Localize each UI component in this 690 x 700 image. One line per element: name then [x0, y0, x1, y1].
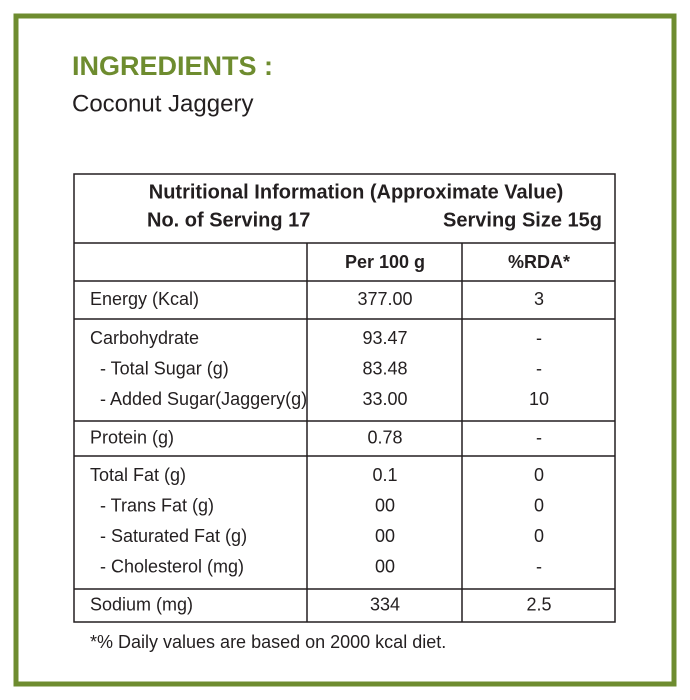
per-100g: 0.1: [372, 465, 397, 485]
row-label: - Total Sugar (g): [100, 358, 229, 378]
per-100g: 377.00: [357, 289, 412, 309]
rda: -: [536, 556, 542, 576]
column-header: Per 100 g: [345, 252, 425, 272]
rda: 0: [534, 526, 544, 546]
row-label: Energy (Kcal): [90, 289, 199, 309]
serving-size: Serving Size 15g: [443, 209, 602, 231]
row-label: - Added Sugar(Jaggery(g): [100, 389, 307, 409]
row-label: - Cholesterol (mg): [100, 556, 244, 576]
row-label: Total Fat (g): [90, 465, 186, 485]
rda: 0: [534, 465, 544, 485]
per-100g: 334: [370, 594, 400, 614]
rda: -: [536, 427, 542, 447]
rda: 2.5: [526, 594, 551, 614]
per-100g: 00: [375, 495, 395, 515]
rda: -: [536, 328, 542, 348]
rda: 10: [529, 389, 549, 409]
row-label: Protein (g): [90, 427, 174, 447]
row-label: Carbohydrate: [90, 328, 199, 348]
row-label: - Trans Fat (g): [100, 495, 214, 515]
per-100g: 00: [375, 526, 395, 546]
per-100g: 93.47: [362, 328, 407, 348]
serving-count: No. of Serving 17: [147, 209, 310, 231]
table-title: Nutritional Information (Approximate Val…: [149, 181, 563, 203]
row-label: Sodium (mg): [90, 594, 193, 614]
ingredients-text: Coconut Jaggery: [72, 90, 253, 117]
table-border: [73, 173, 616, 623]
per-100g: 33.00: [362, 389, 407, 409]
frame: [13, 13, 677, 687]
per-100g: 0.78: [367, 427, 402, 447]
footnote: *% Daily values are based on 2000 kcal d…: [90, 632, 446, 652]
rda: -: [536, 358, 542, 378]
column-header: %RDA*: [508, 252, 570, 272]
per-100g: 00: [375, 556, 395, 576]
row-label: - Saturated Fat (g): [100, 526, 247, 546]
ingredients-title: INGREDIENTS :: [72, 51, 273, 81]
per-100g: 83.48: [362, 358, 407, 378]
rda: 0: [534, 495, 544, 515]
rda: 3: [534, 289, 544, 309]
